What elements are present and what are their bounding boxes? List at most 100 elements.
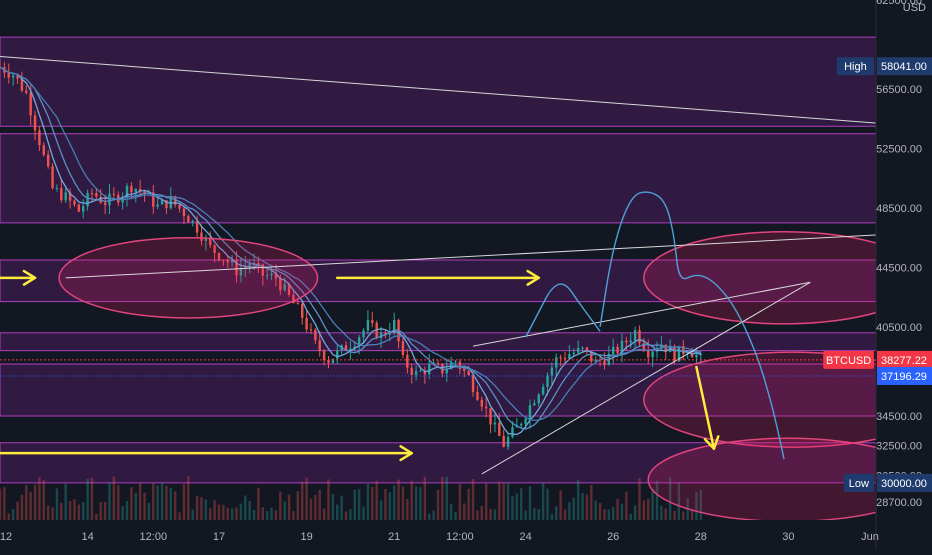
volume-bar-145: [633, 505, 637, 520]
volume-bar-74: [322, 508, 326, 520]
candle-body-89: [388, 332, 392, 335]
y-tick-label-1: 62500.00: [876, 0, 922, 7]
volume-bar-114: [498, 481, 501, 520]
candle-body-59: [257, 263, 260, 265]
volume-bar-121: [528, 486, 532, 520]
candle-body-20: [86, 192, 89, 207]
candle-body-14: [60, 188, 63, 201]
volume-bar-14: [60, 502, 63, 520]
candle-body-131: [572, 352, 575, 355]
x-tick-label-10: 28: [695, 531, 707, 543]
volume-bar-117: [511, 496, 514, 520]
arrow-head-1: [22, 269, 37, 286]
candle-body-119: [520, 423, 523, 426]
volume-bar-51: [222, 504, 225, 520]
volume-bar-148: [647, 498, 650, 520]
candle-body-130: [568, 354, 571, 359]
candle-body-32: [138, 188, 142, 192]
volume-bar-73: [318, 489, 321, 520]
volume-bar-70: [305, 477, 308, 520]
arrow-head-2: [526, 269, 540, 286]
moving-average-3: [0, 66, 701, 422]
volume-bar-79: [344, 511, 348, 520]
candle-body-9: [38, 130, 41, 146]
candle-body-138: [603, 360, 606, 366]
badge-name-box: [843, 473, 874, 492]
badge-value-text: 38277.22: [881, 355, 927, 367]
candle-body-128: [559, 357, 562, 359]
volume-bar-44: [191, 509, 194, 520]
candle-body-133: [581, 347, 584, 349]
currency-label: USD: [902, 2, 926, 14]
volume-bar-97: [423, 476, 427, 520]
volume-bar-53: [230, 508, 234, 520]
candle-body-68: [296, 303, 300, 305]
candle-body-26: [112, 193, 116, 195]
volume-bar-132: [576, 479, 580, 520]
volume-bar-105: [458, 484, 462, 520]
volume-bar-71: [309, 498, 313, 520]
candle-body-159: [695, 354, 698, 358]
candle-body-58: [252, 263, 256, 265]
y-tick-label-5: 44500.00: [876, 262, 922, 274]
volume-bar-109: [476, 510, 479, 520]
volume-bar-24: [103, 502, 107, 520]
candle-body-44: [191, 220, 194, 223]
volume-bar-126: [550, 513, 554, 520]
candle-body-77: [336, 350, 339, 359]
volume-bar-154: [673, 510, 676, 520]
x-tick-label-3: 12:00: [140, 531, 168, 543]
volume-bar-112: [489, 508, 492, 520]
volume-bar-69: [301, 482, 304, 520]
candle-body-49: [213, 245, 216, 253]
volume-bar-119: [520, 488, 523, 520]
candle-body-29: [125, 186, 129, 197]
candle-body-111: [484, 406, 488, 409]
x-tick-label-5: 19: [300, 531, 312, 543]
volume-bar-34: [147, 502, 151, 520]
volume-bar-12: [51, 507, 54, 520]
candle-body-43: [187, 216, 190, 223]
candle-body-66: [287, 284, 291, 295]
volume-bar-139: [607, 509, 611, 520]
candle-body-141: [616, 346, 619, 354]
volume-bar-13: [55, 488, 59, 520]
candle-body-51: [222, 259, 225, 261]
candle-body-38: [165, 200, 168, 209]
candle-body-54: [235, 260, 238, 276]
volume-bar-96: [419, 487, 422, 520]
price-badge-low: Low 30000.00: [843, 473, 932, 492]
candle-body-50: [217, 252, 221, 260]
volume-bar-123: [537, 508, 540, 520]
zone-band-2: [0, 133, 877, 224]
candle-body-93: [406, 354, 409, 368]
volume-bar-91: [397, 479, 400, 520]
volume-bar-130: [568, 502, 571, 520]
candle-body-136: [594, 359, 597, 362]
volume-bar-59: [257, 487, 260, 520]
candle-body-62: [270, 273, 273, 276]
candle-body-152: [664, 344, 667, 353]
candle-body-60: [261, 264, 265, 276]
candle-body-79: [344, 345, 348, 351]
candle-body-154: [673, 346, 676, 362]
volume-bar-125: [546, 488, 549, 520]
volume-bar-122: [533, 507, 536, 520]
time-axis-panel: [0, 520, 932, 550]
x-tick-label-11: 30: [782, 531, 794, 543]
candle-body-39: [169, 196, 173, 209]
volume-bar-98: [428, 513, 431, 520]
volume-bar-45: [195, 496, 199, 520]
projection-curve-1: [524, 283, 601, 338]
volume-bar-57: [248, 501, 251, 520]
volume-bar-19: [82, 502, 85, 520]
candle-body-3: [11, 75, 15, 78]
volume-bar-4: [16, 501, 19, 520]
volume-bar-2: [7, 513, 10, 520]
price-badge-high: High 58041.00: [836, 57, 932, 76]
candle-body-144: [629, 340, 632, 343]
candle-body-69: [301, 303, 304, 318]
candle-body-149: [651, 351, 654, 358]
